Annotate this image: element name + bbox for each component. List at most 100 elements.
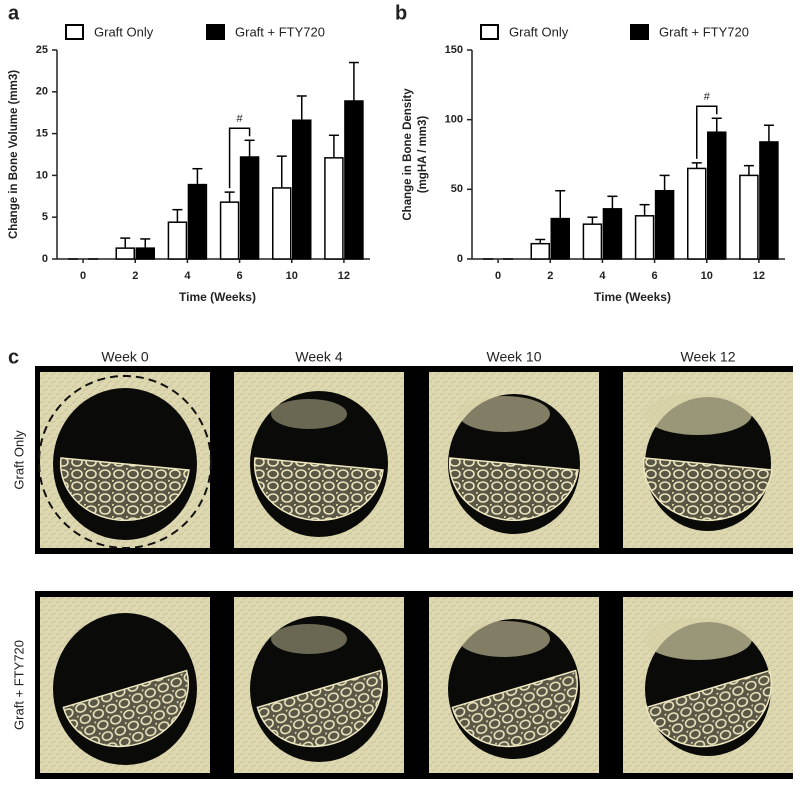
error-bar <box>587 216 598 225</box>
legend-swatch <box>630 24 649 40</box>
bar <box>654 189 675 260</box>
error-bar <box>348 61 359 101</box>
column-header: Week 12 <box>681 349 736 365</box>
legend-label: Graft Only <box>94 24 154 39</box>
x-axis-label: Time (Weeks) <box>179 290 256 304</box>
column-header: Week 10 <box>487 349 542 365</box>
ct-image <box>623 597 793 773</box>
new-bone <box>271 399 347 429</box>
x-tick-label: 12 <box>753 270 765 282</box>
x-tick-label: 4 <box>184 270 191 282</box>
significance-bracket <box>696 105 718 159</box>
scale-bar <box>42 787 110 790</box>
error-bar <box>244 139 255 158</box>
y-axis-label: Change in Bone Volume (mm3) <box>8 70 20 239</box>
legend-label: Graft + FTY720 <box>235 24 325 39</box>
new-bone <box>271 624 347 654</box>
legend-label: Graft + FTY720 <box>659 24 749 39</box>
panel-label: b <box>395 2 407 24</box>
bar <box>550 217 570 260</box>
error-bar <box>555 189 566 219</box>
legend-swatch <box>65 24 84 40</box>
bar <box>344 100 364 260</box>
legend-swatch <box>206 24 225 40</box>
bar <box>759 141 779 260</box>
new-bone <box>644 618 752 660</box>
annotation: # <box>237 113 244 125</box>
x-axis-label: Time (Weeks) <box>594 290 671 304</box>
error-bar <box>140 238 151 249</box>
bar <box>135 247 155 260</box>
ct-image <box>40 597 210 773</box>
y-tick-label: 150 <box>445 44 463 56</box>
bar <box>582 223 603 260</box>
error-bar <box>659 174 670 191</box>
graft <box>448 457 579 522</box>
graft <box>253 457 384 522</box>
annotation: # <box>704 91 711 103</box>
ct-image <box>234 372 404 548</box>
error-bar <box>535 238 546 244</box>
legend-swatch <box>480 24 499 40</box>
bar <box>115 247 135 260</box>
ct-image <box>623 372 793 548</box>
bar <box>167 221 188 260</box>
x-tick-label: 10 <box>286 270 298 282</box>
row-label: Graft Only <box>11 430 26 490</box>
scale-bar <box>42 562 110 565</box>
bar <box>602 208 623 260</box>
error-bar <box>328 134 339 158</box>
bar <box>634 215 655 260</box>
error-bar <box>639 203 650 216</box>
x-tick-label: 2 <box>132 270 138 282</box>
error-bar <box>224 191 235 203</box>
graft <box>451 669 579 748</box>
error-bar <box>172 208 183 223</box>
image-panel: c Week 0 Week 4 Week 10 Week 12 Graft Only Gr… <box>8 346 793 790</box>
y-tick-label: 50 <box>451 183 463 195</box>
y-tick-label: 15 <box>36 128 48 140</box>
error-bar <box>711 117 722 133</box>
row-label: Graft + FTY720 <box>11 640 26 730</box>
error-bar <box>296 95 307 121</box>
x-tick-label: 0 <box>495 270 501 282</box>
graft <box>645 669 773 748</box>
new-bone <box>458 396 550 432</box>
significance-bracket <box>228 127 251 189</box>
y-tick-label: 5 <box>42 211 48 223</box>
y-tick-label: 0 <box>42 253 48 265</box>
graft <box>642 457 773 522</box>
y-axis-label: Change in Bone Density <box>402 88 414 221</box>
x-tick-label: 6 <box>237 270 243 282</box>
x-tick-label: 6 <box>652 270 658 282</box>
graft <box>62 669 190 748</box>
y-tick-label: 100 <box>445 114 463 126</box>
panel-label: c <box>8 346 19 368</box>
y-tick-label: 25 <box>36 44 48 56</box>
error-bar <box>763 124 774 142</box>
error-bar <box>276 155 287 188</box>
column-header: Week 4 <box>295 349 342 365</box>
error-bar <box>743 164 754 176</box>
bar <box>292 119 312 260</box>
ct-image <box>234 597 404 773</box>
x-tick-label: 10 <box>701 270 713 282</box>
ct-image <box>429 597 599 773</box>
y-tick-label: 10 <box>36 169 48 181</box>
graft <box>256 669 384 748</box>
new-bone <box>458 621 550 657</box>
y-tick-label: 0 <box>457 253 463 265</box>
new-bone <box>644 393 752 435</box>
x-tick-label: 4 <box>599 270 606 282</box>
ct-image <box>429 372 599 548</box>
y-tick-label: 20 <box>36 86 48 98</box>
bar <box>707 131 727 260</box>
column-header: Week 0 <box>101 349 148 365</box>
bar <box>187 183 208 260</box>
error-bar <box>691 162 702 169</box>
ct-image <box>38 372 212 549</box>
bar <box>272 187 292 260</box>
defect-outline <box>38 375 212 549</box>
